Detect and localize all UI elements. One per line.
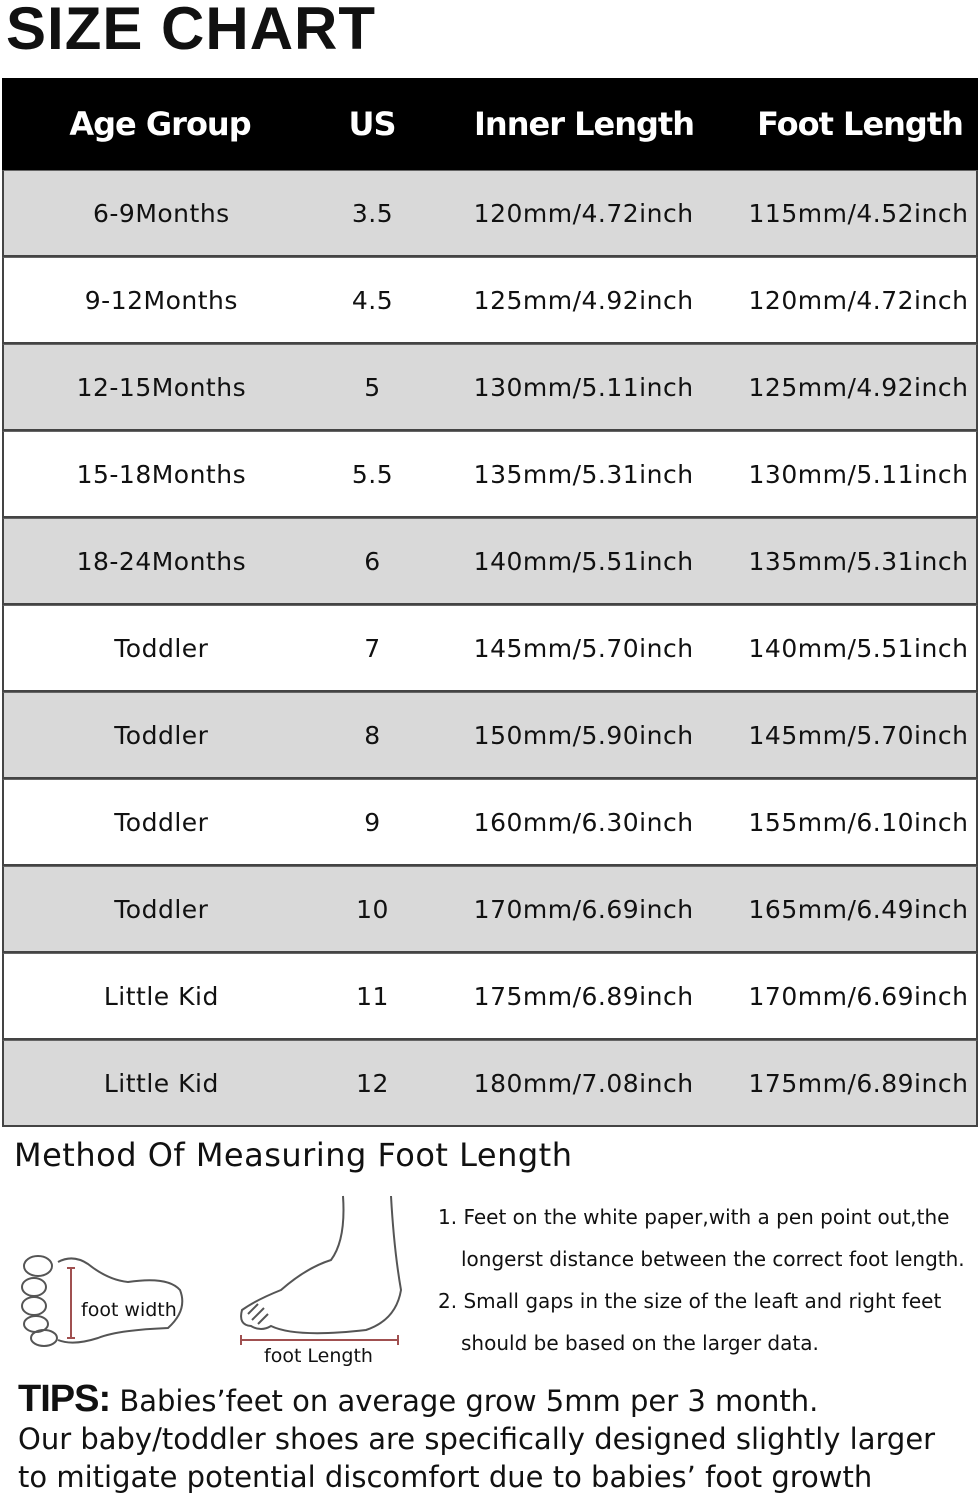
cell-foot-length: 140mm/5.51inch xyxy=(748,633,969,663)
cell-foot-length: 170mm/6.69inch xyxy=(748,981,969,1011)
cell-us-size: 12 xyxy=(356,1068,389,1098)
cell-inner-length: 125mm/4.92inch xyxy=(473,285,694,315)
cell-us-size: 7 xyxy=(364,633,381,663)
header-age-group: Age Group xyxy=(69,105,251,143)
tips-line-2: Our baby/toddler shoes are specifically … xyxy=(18,1422,936,1456)
table-row: 12-15Months 5 130mm/5.11inch 125mm/4.92inch xyxy=(2,344,978,431)
table-row: Little Kid 12 180mm/7.08inch 175mm/6.89inch xyxy=(2,1040,978,1127)
table-row: 15-18Months 5.5 135mm/5.31inch 130mm/5.11in… xyxy=(2,431,978,518)
cell-foot-length: 125mm/4.92inch xyxy=(748,372,969,402)
table-row: 9-12Months 4.5 125mm/4.92inch 120mm/4.72inc… xyxy=(2,257,978,344)
cell-age-group: 12-15Months xyxy=(76,372,247,402)
table-row: 6-9Months 3.5 120mm/4.72inch 115mm/4.52inch xyxy=(2,170,978,257)
cell-age-group: Toddler xyxy=(114,807,209,837)
cell-us-size: 4.5 xyxy=(351,285,394,315)
measuring-steps: 1. Feet on the white paper,with a pen po… xyxy=(438,1196,965,1364)
cell-us-size: 8 xyxy=(364,720,381,750)
cell-age-group: Toddler xyxy=(114,633,209,663)
cell-foot-length: 130mm/5.11inch xyxy=(748,459,969,489)
cell-age-group: Toddler xyxy=(114,720,209,750)
cell-inner-length: 170mm/6.69inch xyxy=(473,894,694,924)
cell-inner-length: 175mm/6.89inch xyxy=(473,981,694,1011)
table-row: Toddler 9 160mm/6.30inch 155mm/6.10inch xyxy=(2,779,978,866)
cell-foot-length: 175mm/6.89inch xyxy=(748,1068,969,1098)
cell-inner-length: 130mm/5.11inch xyxy=(473,372,694,402)
cell-inner-length: 150mm/5.90inch xyxy=(473,720,694,750)
page-title: SIZE CHART xyxy=(6,0,376,62)
tips-label: TIPS: xyxy=(18,1378,111,1420)
tips-section: TIPS: Babies’feet on average grow 5mm pe… xyxy=(18,1380,935,1496)
cell-age-group: Toddler xyxy=(114,894,209,924)
step-2-line-2: should be based on the larger data. xyxy=(461,1331,819,1355)
cell-age-group: Little Kid xyxy=(103,1068,219,1098)
table-row: Toddler 10 170mm/6.69inch 165mm/6.49inch xyxy=(2,866,978,953)
cell-us-size: 5.5 xyxy=(351,459,394,489)
size-table: Age Group US Inner Length Foot Length 6-… xyxy=(2,78,978,1127)
header-foot-length: Foot Length xyxy=(757,105,964,143)
cell-age-group: 9-12Months xyxy=(84,285,238,315)
tips-line-3: to mitigate potential discomfort due to … xyxy=(18,1460,873,1494)
cell-us-size: 3.5 xyxy=(351,198,394,228)
cell-inner-length: 145mm/5.70inch xyxy=(473,633,694,663)
cell-us-size: 11 xyxy=(356,981,389,1011)
cell-us-size: 10 xyxy=(356,894,389,924)
table-row: Toddler 7 145mm/5.70inch 140mm/5.51inch xyxy=(2,605,978,692)
table-header: Age Group US Inner Length Foot Length xyxy=(2,78,978,170)
header-us: US xyxy=(348,105,396,143)
cell-foot-length: 155mm/6.10inch xyxy=(748,807,969,837)
cell-foot-length: 145mm/5.70inch xyxy=(748,720,969,750)
cell-inner-length: 140mm/5.51inch xyxy=(473,546,694,576)
tips-line-1: Babies’feet on average grow 5mm per 3 mo… xyxy=(119,1384,819,1418)
cell-us-size: 6 xyxy=(364,546,381,576)
cell-foot-length: 115mm/4.52inch xyxy=(748,198,969,228)
table-row: Toddler 8 150mm/5.90inch 145mm/5.70inch xyxy=(2,692,978,779)
cell-age-group: 15-18Months xyxy=(76,459,247,489)
cell-age-group: 18-24Months xyxy=(76,546,247,576)
table-row: Little Kid 11 175mm/6.89inch 170mm/6.69inch xyxy=(2,953,978,1040)
cell-us-size: 9 xyxy=(364,807,381,837)
cell-us-size: 5 xyxy=(364,372,381,402)
foot-width-illustration xyxy=(21,1255,184,1347)
step-2-line-1: 2. Small gaps in the size of the leaft a… xyxy=(438,1289,942,1313)
cell-inner-length: 135mm/5.31inch xyxy=(473,459,694,489)
cell-inner-length: 180mm/7.08inch xyxy=(473,1068,694,1098)
header-inner-length: Inner Length xyxy=(474,105,695,143)
cell-age-group: Little Kid xyxy=(103,981,219,1011)
foot-length-illustration xyxy=(240,1195,403,1345)
table-row: 18-24Months 6 140mm/5.51inch 135mm/5.31inch xyxy=(2,518,978,605)
cell-foot-length: 135mm/5.31inch xyxy=(748,546,969,576)
cell-inner-length: 160mm/6.30inch xyxy=(473,807,694,837)
cell-inner-length: 120mm/4.72inch xyxy=(473,198,694,228)
cell-age-group: 6-9Months xyxy=(92,198,230,228)
step-1-line-2: longerst distance between the correct fo… xyxy=(461,1247,965,1271)
foot-length-label: foot Length xyxy=(264,1345,373,1367)
step-1-line-1: 1. Feet on the white paper,with a pen po… xyxy=(438,1205,950,1229)
foot-width-label: foot width xyxy=(81,1299,177,1321)
cell-foot-length: 165mm/6.49inch xyxy=(748,894,969,924)
method-title: Method Of Measuring Foot Length xyxy=(14,1136,573,1174)
cell-foot-length: 120mm/4.72inch xyxy=(748,285,969,315)
